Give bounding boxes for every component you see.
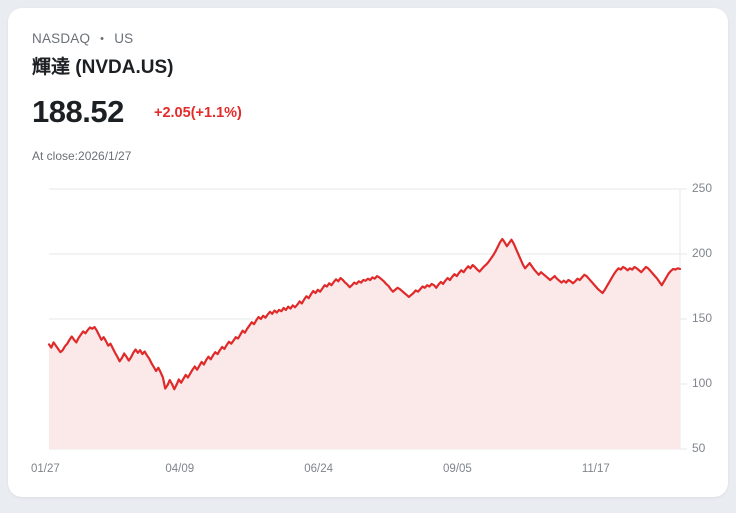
chart-area-fill [49,239,680,449]
x-axis-label: 01/27 [31,463,60,475]
x-axis-label: 09/05 [443,463,472,475]
exchange-name: NASDAQ [32,31,91,46]
y-axis-label: 100 [692,376,713,390]
y-axis-label: 200 [692,246,713,260]
separator-dot: • [100,33,105,46]
price-chart-svg [47,188,687,450]
x-axis-label: 06/24 [304,463,333,475]
x-axis-label: 04/09 [165,463,195,475]
y-axis-label: 150 [692,311,713,325]
exchange-region-line: NASDAQ • US [32,31,133,46]
stock-quote-card: NASDAQ • US 輝達 (NVDA.US) 188.52 +2.05(+1… [8,8,728,497]
current-price: 188.52 [32,94,124,129]
y-axis-label: 50 [692,441,706,455]
region-label: US [114,31,134,46]
chart-line [47,237,682,391]
price-change: +2.05(+1.1%) [154,105,242,121]
x-axis-label: 11/17 [581,463,610,475]
page-title: 輝達 (NVDA.US) [32,57,174,78]
at-close-timestamp: At close:2026/1/27 [32,149,132,163]
y-axis-label: 250 [692,181,713,195]
price-chart[interactable]: 250 200 150 100 50 01/27 04/09 06/24 09/05 11/17 [8,168,728,488]
